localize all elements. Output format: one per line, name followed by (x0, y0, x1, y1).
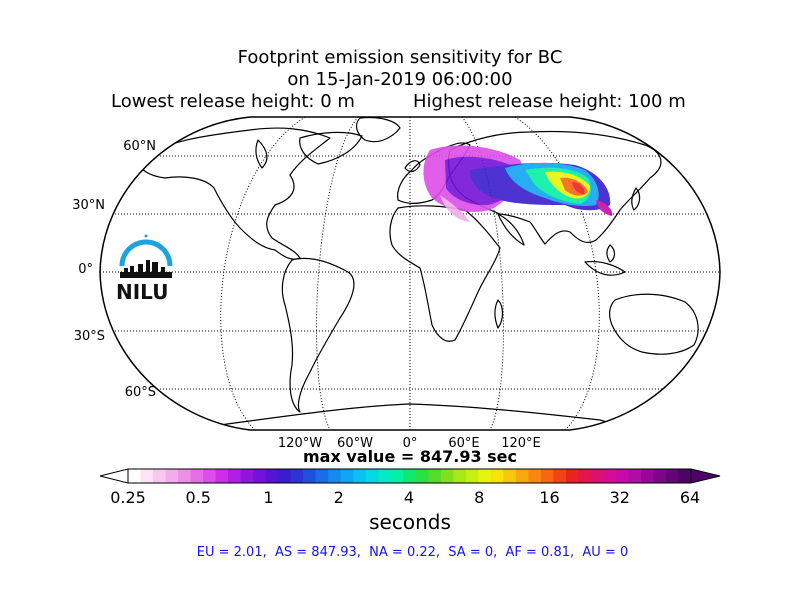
map-interior (100, 117, 720, 430)
colorbar-segment (353, 469, 367, 483)
colorbar-segment (453, 469, 467, 483)
colorbar-outline (127, 468, 692, 484)
colorbar-segment (528, 469, 542, 483)
colorbar-segment (428, 469, 442, 483)
colorbar-tick-label: 0.5 (185, 488, 211, 507)
colorbar-segment (303, 469, 317, 483)
colorbar-tick-label: 1 (263, 488, 274, 507)
colorbar-segment (515, 469, 529, 483)
lon-label-60e: 60°E (448, 436, 480, 451)
lat-label-30n: 30°N (72, 198, 105, 213)
colorbar-segment (628, 469, 642, 483)
colorbar-segment (140, 469, 154, 483)
max-value-label: max value = 847.93 sec (302, 447, 518, 466)
colorbar-segment (315, 469, 329, 483)
lon-label-60w: 60°W (337, 436, 373, 451)
colorbar-segment (665, 469, 680, 483)
colorbar-segment (503, 469, 517, 483)
colorbar-segment (678, 469, 692, 483)
title-date: on 15-Jan-2019 06:00:00 (287, 69, 513, 90)
colorbar-segment (578, 469, 592, 483)
colorbar-segment (340, 469, 354, 483)
colorbar-segment (465, 469, 479, 483)
lat-label-30s: 30°S (73, 329, 105, 344)
nilu-logo-mark (119, 234, 173, 278)
colorbar-segment (390, 469, 404, 483)
colorbar-segment (415, 469, 429, 483)
colorbar-tick-label: 2 (333, 488, 344, 507)
colorbar-segment (640, 469, 655, 483)
colorbar-segment (590, 469, 605, 483)
title-lowest-release: Lowest release height: 0 m (111, 91, 355, 112)
colorbar-segment (540, 469, 554, 483)
colorbar-segment (365, 469, 379, 483)
lon-label-0: 0° (402, 436, 418, 451)
nilu-logo-text: NILU (116, 280, 169, 304)
colorbar-extend-max (690, 468, 721, 484)
colorbar-segment (440, 469, 454, 483)
colorbar-segment (378, 469, 392, 483)
colorbar-tick-label: 64 (679, 488, 701, 507)
map-boundary (99, 116, 721, 431)
colorbar-segment (190, 469, 204, 483)
colorbar-segment (478, 469, 492, 483)
colorbar-segment (178, 469, 192, 483)
colorbar-segment (565, 469, 579, 483)
colorbar-unit-label: seconds (369, 510, 451, 534)
colorbar-segment (290, 469, 304, 483)
lon-label-120w: 120°W (277, 436, 323, 451)
colorbar-segment (490, 469, 504, 483)
colorbar-segment (278, 469, 292, 483)
colorbar-tick-label: 0.25 (110, 488, 146, 507)
colorbar-segment (553, 469, 567, 483)
coastlines (139, 117, 708, 430)
colorbar-segment (165, 469, 179, 483)
colorbar-segment (253, 469, 267, 483)
colorbar-segment (240, 469, 254, 483)
colorbar-segment (153, 469, 167, 483)
nilu-logo: NILU (116, 232, 176, 304)
colorbar-tick-label: 8 (474, 488, 485, 507)
colorbar-segment (653, 469, 667, 483)
colorbar-segment (128, 469, 142, 483)
lat-label-60s: 60°S (124, 385, 156, 400)
colorbar-tick-label: 4 (403, 488, 415, 507)
lon-label-120e: 120°E (501, 436, 541, 451)
colorbar-tick-label: 32 (609, 488, 630, 507)
colorbar-segment (603, 469, 617, 483)
colorbar-segment (203, 469, 217, 483)
title-highest-release: Highest release height: 100 m (413, 91, 686, 112)
lat-label-equator: 0° (78, 262, 93, 277)
colorbar-segment (615, 469, 630, 483)
title-species: Footprint emission sensitivity for BC (237, 47, 563, 68)
meridian-lines (220, 117, 600, 430)
colorbar-extend-min (99, 468, 129, 484)
footprint-overlay (423, 145, 613, 222)
colorbar-segment (265, 469, 279, 483)
lat-label-60n: 60°N (123, 139, 156, 154)
colorbar-segment (328, 469, 342, 483)
colorbar-segment (228, 469, 242, 483)
colorbar-segment (215, 469, 229, 483)
colorbar-tick-label: 16 (539, 488, 560, 507)
colorbar-segment (403, 469, 417, 483)
region-statistics: EU = 2.01, AS = 847.93, NA = 0.22, SA = … (196, 545, 629, 560)
colorbar (99, 468, 721, 484)
